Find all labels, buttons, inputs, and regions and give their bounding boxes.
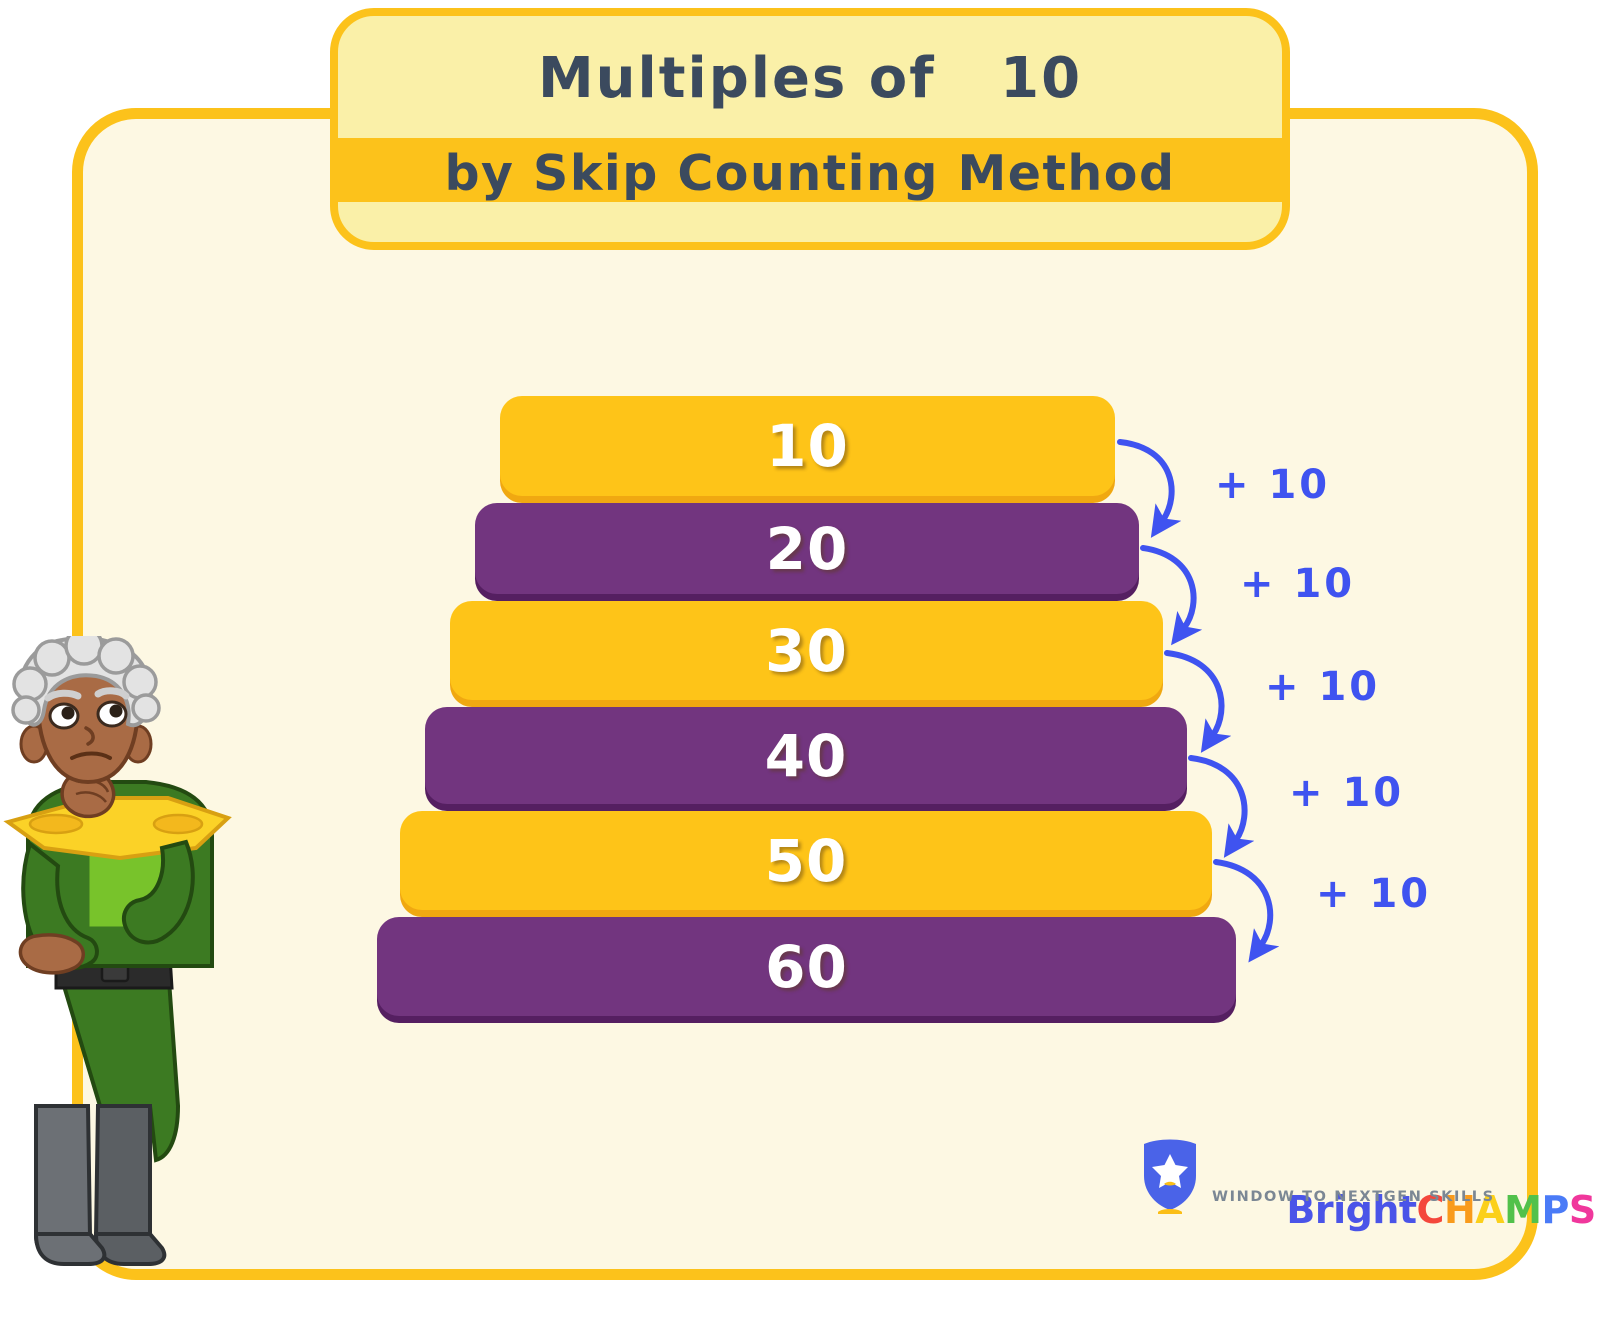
title-banner: Multiples of 10 by Skip Counting Method [330,8,1290,250]
logo-bright-text: Bright [1286,1188,1417,1232]
plus-ten-label: + 10 [1240,561,1356,607]
logo-champs-letter: A [1475,1188,1505,1232]
logo-champs-letter: S [1568,1188,1596,1232]
multiple-bar[interactable]: 50 [400,811,1212,910]
brightchamps-logo: BrightCHAMPS WINDOW TO NEXTGEN SKILLS [1140,1136,1596,1232]
logo-champs-letter: C [1416,1188,1445,1232]
multiple-bar[interactable]: 60 [377,917,1236,1016]
multiple-bar-label: 20 [765,514,849,583]
shield-icon [1144,1139,1196,1214]
plus-ten-label: + 10 [1215,462,1331,508]
multiple-bar[interactable]: 30 [450,601,1163,700]
multiple-bar-label: 60 [765,932,848,1001]
page-subtitle: by Skip Counting Method [444,145,1176,202]
multiple-bar-label: 10 [766,412,849,480]
multiple-bar[interactable]: 40 [425,707,1187,804]
thinking-elder-character [3,636,232,1266]
multiple-bar[interactable]: 10 [500,396,1115,496]
logo-champs-letter: M [1504,1188,1542,1232]
logo-champs-letter: H [1443,1188,1476,1232]
plus-ten-label: + 10 [1265,664,1381,710]
logo-champs-letter: P [1541,1188,1570,1232]
logo-wordmark: BrightCHAMPS [1210,1144,1596,1276]
logo-champs-text: CHAMPS [1416,1188,1597,1232]
multiple-bar-label: 30 [765,616,848,685]
multiple-bar-label: 50 [764,826,848,895]
logo-tagline: WINDOW TO NEXTGEN SKILLS [1212,1189,1495,1205]
plus-ten-label: + 10 [1316,871,1432,917]
banner-stripe [338,138,1282,202]
page-title: Multiples of 10 [537,46,1083,111]
multiple-bar[interactable]: 20 [475,503,1139,594]
plus-ten-label: + 10 [1289,770,1405,816]
multiple-bar-label: 40 [764,721,848,790]
